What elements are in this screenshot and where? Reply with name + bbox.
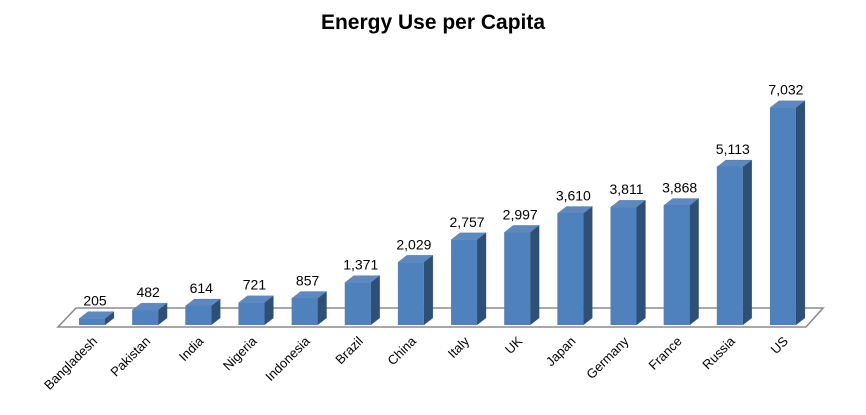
- bar-value-label-uk: 2,997: [503, 206, 538, 222]
- bar-front-face-china: [397, 262, 424, 325]
- bar-front-face-pakistan: [132, 310, 159, 325]
- bar-value-label-nigeria: 721: [243, 277, 267, 293]
- chart-floor: [56, 307, 825, 328]
- bar-front-face-germany: [610, 207, 637, 325]
- bar-front-face-russia: [716, 167, 743, 325]
- category-label-nigeria: Nigeria: [220, 333, 260, 373]
- bar-value-label-italy: 2,757: [450, 214, 485, 230]
- category-label-germany: Germany: [583, 333, 632, 382]
- category-label-uk: UK: [502, 333, 526, 357]
- bar-front-face-uk: [504, 232, 531, 325]
- bar-side-face-japan: [583, 205, 593, 326]
- bar-value-label-brazil: 1,371: [343, 257, 378, 273]
- bar-side-face-italy: [476, 232, 487, 326]
- bar-value-label-russia: 5,113: [716, 141, 750, 157]
- category-label-japan: Japan: [543, 334, 579, 370]
- bar-side-face-china: [423, 254, 434, 326]
- category-label-indonesia: Indonesia: [262, 333, 313, 384]
- bar-value-label-france: 3,868: [662, 179, 697, 195]
- category-label-italy: Italy: [445, 333, 473, 361]
- bar-value-label-pakistan: 482: [136, 284, 160, 300]
- category-label-bangladesh: Bangladesh: [41, 334, 100, 393]
- bar-value-label-japan: 3,610: [556, 187, 591, 203]
- bar-side-face-france: [689, 197, 699, 326]
- category-label-pakistan: Pakistan: [107, 334, 153, 380]
- bar-side-face-germany: [636, 199, 646, 326]
- bar-front-face-france: [663, 205, 690, 325]
- bar-side-face-russia: [742, 159, 753, 326]
- bar-value-label-indonesia: 857: [296, 273, 320, 289]
- bar-front-face-italy: [451, 239, 478, 325]
- bar-front-face-us: [769, 107, 796, 325]
- chart-title: Energy Use per Capita: [320, 11, 546, 34]
- bar-value-label-india: 614: [190, 280, 214, 296]
- category-label-india: India: [176, 333, 207, 364]
- bar-value-label-germany: 3,811: [610, 181, 644, 197]
- bar-front-face-nigeria: [238, 302, 265, 325]
- bar-front-face-indonesia: [291, 298, 318, 325]
- bar-side-face-brazil: [370, 275, 380, 326]
- bar-side-face-uk: [529, 224, 540, 326]
- category-label-us: US: [768, 333, 792, 357]
- bar-front-face-japan: [557, 213, 584, 325]
- category-label-brazil: Brazil: [332, 333, 366, 367]
- bar-value-label-bangladesh: 205: [83, 293, 107, 309]
- category-label-france: France: [646, 334, 685, 373]
- bar-value-label-us: 7,032: [768, 82, 803, 98]
- bar-front-face-brazil: [344, 282, 371, 325]
- bar-value-label-china: 2,029: [396, 236, 431, 252]
- category-label-china: China: [384, 333, 419, 368]
- category-label-russia: Russia: [699, 333, 738, 372]
- bar-front-face-india: [185, 306, 212, 325]
- bar-front-face-bangladesh: [79, 318, 105, 325]
- bar-side-face-us: [795, 100, 806, 326]
